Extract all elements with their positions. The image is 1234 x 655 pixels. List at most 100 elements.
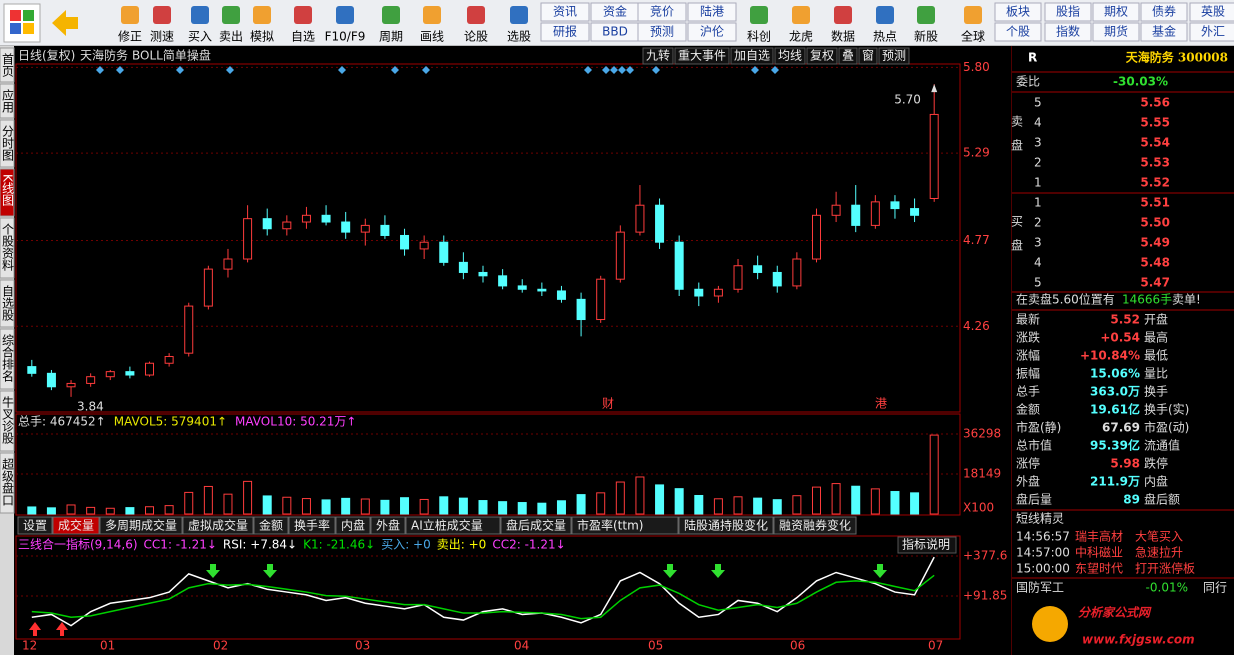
tool-icon[interactable]	[423, 6, 441, 24]
header-button-label[interactable]: 重大事件	[678, 49, 726, 63]
header-button-label[interactable]: 复权	[810, 49, 834, 63]
grid-button-bg[interactable]	[1092, 2, 1140, 22]
tab[interactable]	[288, 516, 336, 535]
tool-icon[interactable]	[834, 6, 852, 24]
tool-icon[interactable]	[750, 6, 768, 24]
left-tab[interactable]	[0, 168, 15, 217]
tool-icon[interactable]	[294, 6, 312, 24]
tab[interactable]	[500, 516, 572, 535]
grid-button-bg[interactable]	[637, 2, 687, 22]
left-tab-label[interactable]: 个股资料	[1, 223, 15, 271]
left-tab[interactable]	[0, 390, 15, 452]
header-button-label[interactable]: 加自选	[734, 49, 770, 63]
header-button[interactable]	[642, 47, 674, 65]
indicator-button-bg[interactable]	[897, 536, 957, 554]
grid-button[interactable]: 期货	[1104, 24, 1128, 39]
toolbar-button[interactable]: 模拟	[250, 30, 274, 44]
tool-icon[interactable]	[153, 6, 171, 24]
toolbar-button[interactable]: 热点	[873, 30, 897, 44]
grid-button-bg[interactable]	[1092, 22, 1140, 42]
tab[interactable]	[17, 516, 53, 535]
header-button-label[interactable]: 窗	[862, 49, 874, 63]
grid-button[interactable]: 资金	[603, 4, 627, 19]
left-tab-label[interactable]: 首页	[1, 53, 15, 78]
toolbar-button[interactable]: 测速	[150, 30, 174, 44]
left-tab-label[interactable]: 超级盘口	[1, 457, 15, 506]
tool-icon[interactable]	[917, 6, 935, 24]
toolbar-button[interactable]: 选股	[507, 30, 531, 44]
toolbar-button[interactable]: 全球	[961, 29, 985, 44]
toolbar-button[interactable]: 数据	[831, 29, 855, 44]
sector-peer[interactable]: 同行	[1203, 581, 1227, 595]
tool-icon[interactable]	[876, 6, 894, 24]
tab-label[interactable]: 虚拟成交量	[188, 518, 248, 533]
grid-button[interactable]: 研报	[553, 24, 577, 39]
grid-button[interactable]: 指数	[1056, 24, 1080, 39]
grid-button-bg[interactable]	[1189, 22, 1234, 42]
toolbar-button[interactable]: 龙虎	[789, 30, 813, 44]
header-button-label[interactable]: 叠	[842, 49, 854, 63]
tab-label[interactable]: 外盘	[376, 518, 400, 533]
toolbar-button[interactable]: F10/F9	[325, 30, 366, 44]
tab[interactable]	[678, 516, 774, 535]
tab-label[interactable]: 成交量	[58, 518, 94, 533]
indicator-button[interactable]: 指标说明	[902, 537, 950, 552]
left-tab-label[interactable]: K线图	[1, 174, 15, 206]
grid-button-bg[interactable]	[994, 2, 1042, 22]
tab[interactable]	[773, 516, 857, 535]
grid-button-bg[interactable]	[1044, 22, 1092, 42]
header-button[interactable]	[858, 47, 878, 65]
toolbar-button[interactable]: 论股	[464, 30, 488, 44]
left-tab[interactable]	[0, 328, 15, 390]
tab-label[interactable]: 盘后成交量	[506, 518, 566, 533]
grid-button[interactable]: 资讯	[553, 5, 577, 19]
header-button-label[interactable]: 均线	[778, 49, 802, 63]
tab[interactable]	[335, 516, 371, 535]
tab[interactable]	[99, 516, 183, 535]
header-button[interactable]	[806, 47, 838, 65]
left-tab-label[interactable]: 分时图	[1, 125, 15, 161]
header-button-label[interactable]: 九转	[646, 48, 670, 63]
grid-button-bg[interactable]	[1140, 22, 1188, 42]
left-tab-label[interactable]: 自选股	[1, 285, 15, 322]
tab-label[interactable]: AI立桩成交量	[411, 518, 483, 533]
grid-button-bg[interactable]	[540, 2, 590, 22]
toolbar-button[interactable]: 自选	[291, 30, 315, 44]
header-button[interactable]	[774, 47, 806, 65]
grid-button[interactable]: 个股	[1006, 25, 1030, 39]
toolbar-button[interactable]: 新股	[914, 29, 938, 44]
grid-button[interactable]: 股指	[1056, 4, 1080, 19]
grid-button[interactable]: 外汇	[1201, 25, 1225, 39]
tool-icon[interactable]	[336, 6, 354, 24]
menu-icon[interactable]	[3, 3, 41, 43]
tab-label[interactable]: 市盈率(ttm)	[577, 518, 643, 533]
grid-button-bg[interactable]	[1189, 2, 1234, 22]
grid-button[interactable]: 英股	[1201, 5, 1225, 19]
tool-icon[interactable]	[467, 6, 485, 24]
tool-icon[interactable]	[792, 6, 810, 24]
tab-label[interactable]: 陆股通持股变化	[684, 518, 768, 533]
tool-icon[interactable]	[121, 6, 139, 24]
left-tab[interactable]	[0, 119, 15, 168]
tool-icon[interactable]	[191, 6, 209, 24]
grid-button-bg[interactable]	[1044, 2, 1092, 22]
tool-icon[interactable]	[510, 6, 528, 24]
grid-button[interactable]: 债券	[1152, 4, 1176, 19]
tool-icon[interactable]	[222, 6, 240, 24]
header-button[interactable]	[878, 47, 910, 65]
toolbar-button[interactable]: 科创	[747, 30, 771, 44]
elf-stock[interactable]: 东望时代	[1075, 562, 1123, 576]
grid-button[interactable]: 期权	[1104, 5, 1128, 19]
toolbar-button[interactable]: 周期	[379, 30, 403, 44]
back-arrow[interactable]	[52, 10, 78, 36]
left-tab-label[interactable]: 综合排名	[1, 334, 15, 382]
header-button-label[interactable]: 预测	[882, 49, 906, 63]
grid-button[interactable]: 板块	[1006, 5, 1030, 19]
tab[interactable]	[571, 516, 679, 535]
toolbar-button[interactable]: 买入	[188, 30, 212, 44]
tab[interactable]	[52, 516, 100, 535]
header-button[interactable]	[838, 47, 858, 65]
tab[interactable]	[253, 516, 289, 535]
left-tab-label[interactable]: 应用	[1, 88, 15, 114]
tab-label[interactable]: 多周期成交量	[105, 518, 177, 533]
